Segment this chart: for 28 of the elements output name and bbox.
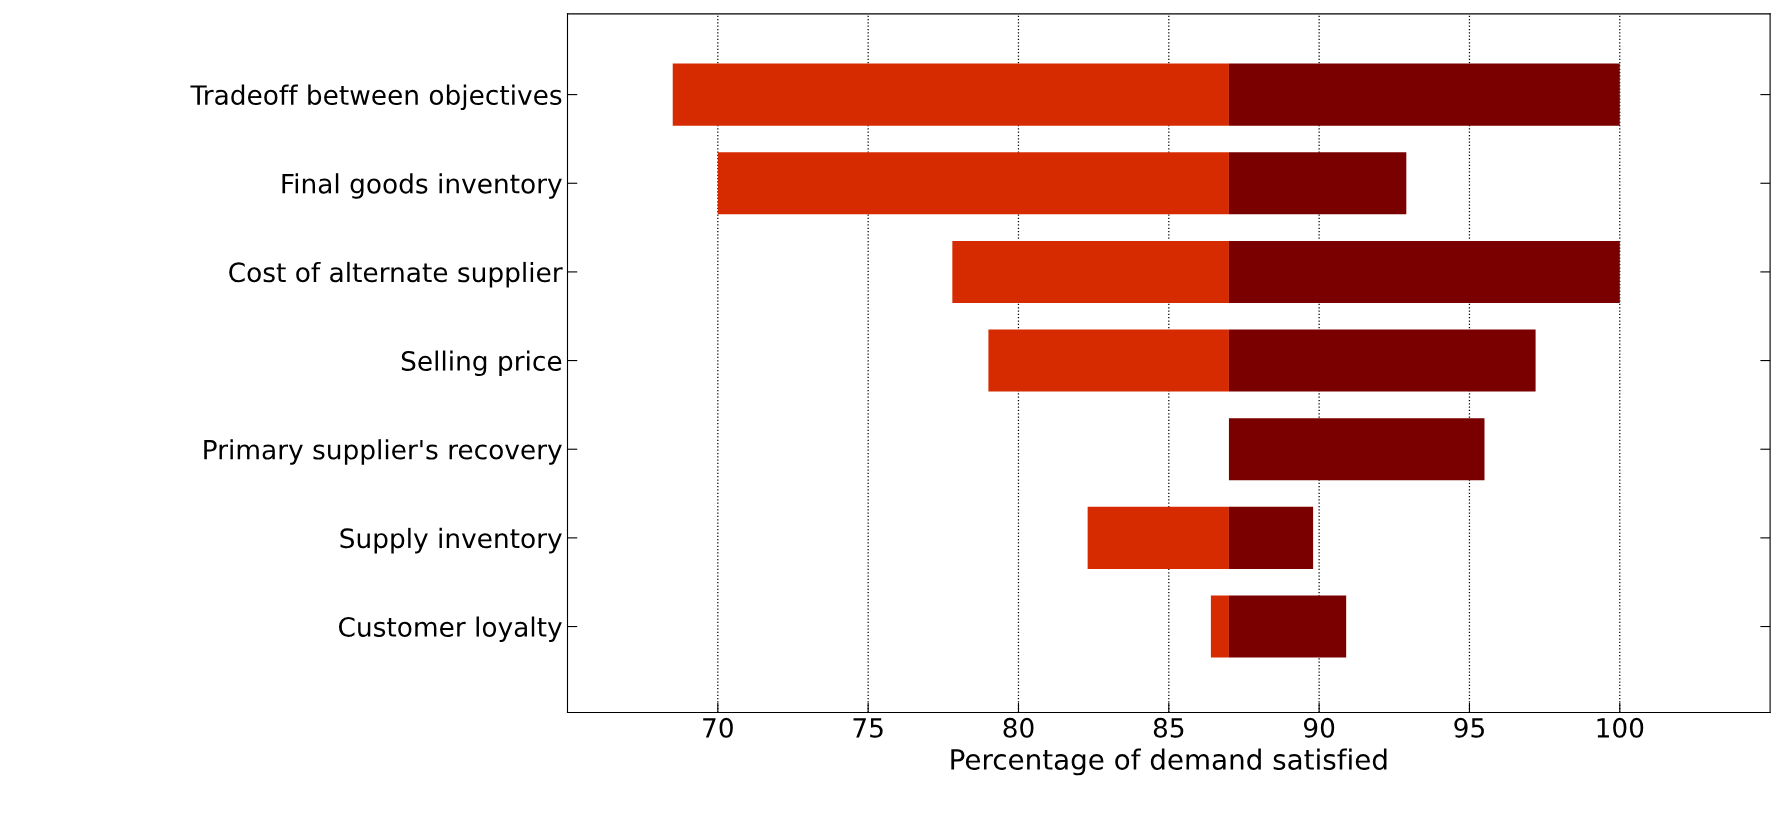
x-tick-label: 85	[1153, 717, 1184, 738]
x-tick-label: 80	[1003, 717, 1034, 738]
x-tick-label: 90	[1304, 717, 1335, 738]
y-tick-label: Primary supplier's recovery	[204, 439, 562, 465]
x-tick-label: 100	[1597, 717, 1644, 738]
y-tick-label: Cost of alternate supplier	[229, 261, 563, 288]
bar	[1228, 595, 1347, 658]
bar	[1228, 329, 1536, 392]
bar	[1228, 240, 1620, 303]
x-axis-title: Percentage of demand satisfied	[951, 748, 1387, 776]
y-tick-label: Tradeoff between objectives	[190, 84, 562, 111]
y-tick-label: Final goods inventory	[282, 173, 562, 199]
y-tick-label: Supply inventory	[340, 527, 562, 554]
y-tick-label: Customer loyalty	[338, 616, 562, 643]
bar	[1210, 595, 1229, 658]
x-tick-label: 70	[703, 717, 733, 738]
bar	[1228, 506, 1314, 569]
bar	[1228, 418, 1485, 481]
bar	[672, 63, 1229, 126]
bar	[1228, 63, 1620, 126]
x-tick-label: 75	[853, 718, 883, 738]
bar	[952, 240, 1229, 303]
bar	[988, 329, 1229, 392]
bar	[717, 152, 1229, 215]
x-tick-label: 95	[1454, 717, 1484, 738]
bar	[1087, 506, 1229, 569]
bar	[1228, 152, 1407, 215]
y-tick-label: Selling price	[401, 350, 562, 377]
